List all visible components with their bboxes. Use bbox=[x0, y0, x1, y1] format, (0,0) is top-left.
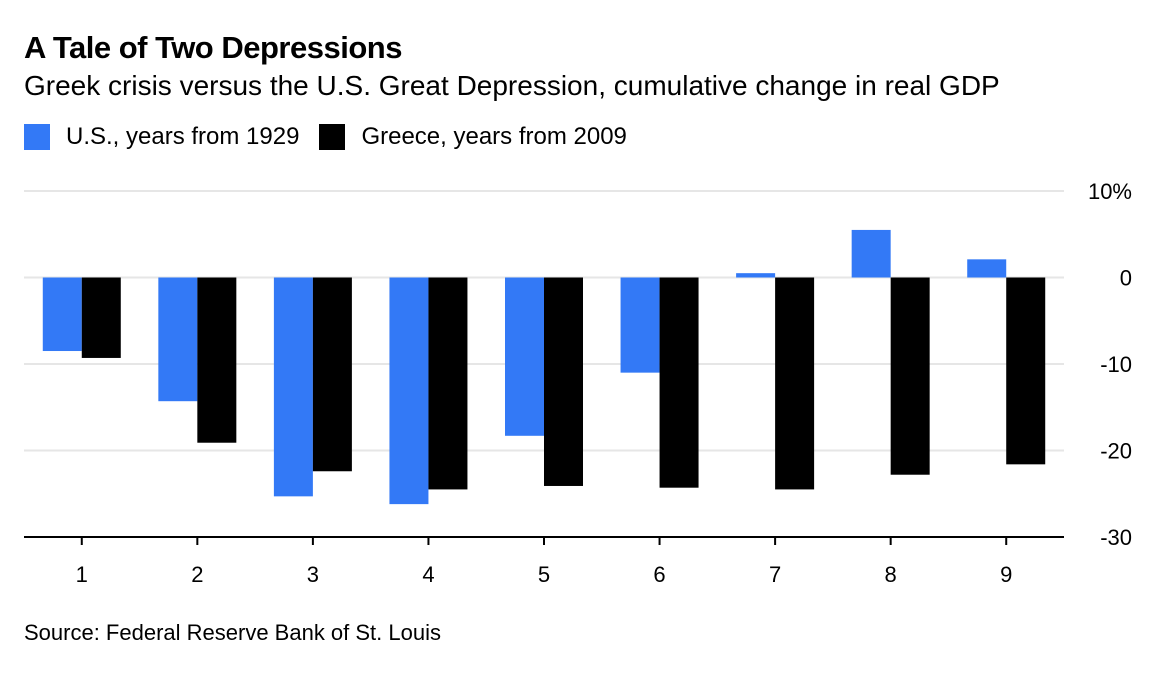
x-tick-label: 8 bbox=[885, 562, 897, 587]
x-tick-label: 2 bbox=[191, 562, 203, 587]
bar-greece-3 bbox=[312, 277, 352, 472]
x-tick-label: 7 bbox=[769, 562, 781, 587]
bar-greece-5 bbox=[544, 277, 583, 486]
x-tick-label: 6 bbox=[653, 562, 665, 587]
bar-greece-8 bbox=[890, 277, 930, 475]
bar-us-9 bbox=[967, 259, 1007, 278]
x-axis: 1 2 3 4 5 6 7 8 9 bbox=[24, 536, 1064, 587]
bar-greece-9 bbox=[1006, 277, 1046, 465]
source-note: Source: Federal Reserve Bank of St. Loui… bbox=[24, 620, 441, 645]
bar-us-3 bbox=[273, 277, 313, 497]
bar-greece-6 bbox=[659, 277, 699, 488]
legend-swatch-us bbox=[24, 124, 50, 150]
bar-us-7 bbox=[736, 273, 776, 278]
bar-greece-1 bbox=[81, 277, 121, 358]
x-tick-label: 5 bbox=[538, 562, 550, 587]
chart-title: A Tale of Two Depressions bbox=[24, 30, 402, 65]
legend-item-us: U.S., years from 1929 bbox=[24, 123, 299, 151]
chart-subtitle: Greek crisis versus the U.S. Great Depre… bbox=[24, 70, 1000, 101]
bar-greece-7 bbox=[775, 277, 815, 490]
y-tick-label: -20 bbox=[1100, 439, 1132, 464]
bar-greece-4 bbox=[428, 277, 468, 490]
x-tick-label: 4 bbox=[422, 562, 434, 587]
y-tick-label: 10% bbox=[1088, 179, 1132, 204]
legend-label-greece: Greece, years from 2009 bbox=[361, 123, 627, 150]
bar-us-4 bbox=[389, 277, 429, 505]
y-tick-label: -30 bbox=[1100, 525, 1132, 550]
bars bbox=[42, 229, 1046, 505]
y-tick-label: 0 bbox=[1120, 266, 1132, 291]
y-tick-label: -10 bbox=[1100, 352, 1132, 377]
legend-swatch-greece bbox=[319, 124, 346, 150]
bar-us-5 bbox=[505, 277, 544, 436]
x-tick-label: 3 bbox=[307, 562, 319, 587]
bar-us-2 bbox=[158, 277, 198, 402]
bar-us-1 bbox=[42, 277, 82, 352]
x-tick-label: 9 bbox=[1000, 562, 1012, 587]
bar-us-6 bbox=[620, 277, 660, 373]
legend: U.S., years from 1929 Greece, years from… bbox=[24, 122, 647, 152]
legend-label-us: U.S., years from 1929 bbox=[66, 123, 300, 150]
bar-greece-2 bbox=[197, 277, 237, 443]
y-axis-labels: 10% 0 -10 -20 -30 bbox=[1088, 179, 1132, 550]
legend-item-greece: Greece, years from 2009 bbox=[319, 123, 627, 151]
x-tick-label: 1 bbox=[76, 562, 88, 587]
bar-us-8 bbox=[851, 229, 891, 278]
